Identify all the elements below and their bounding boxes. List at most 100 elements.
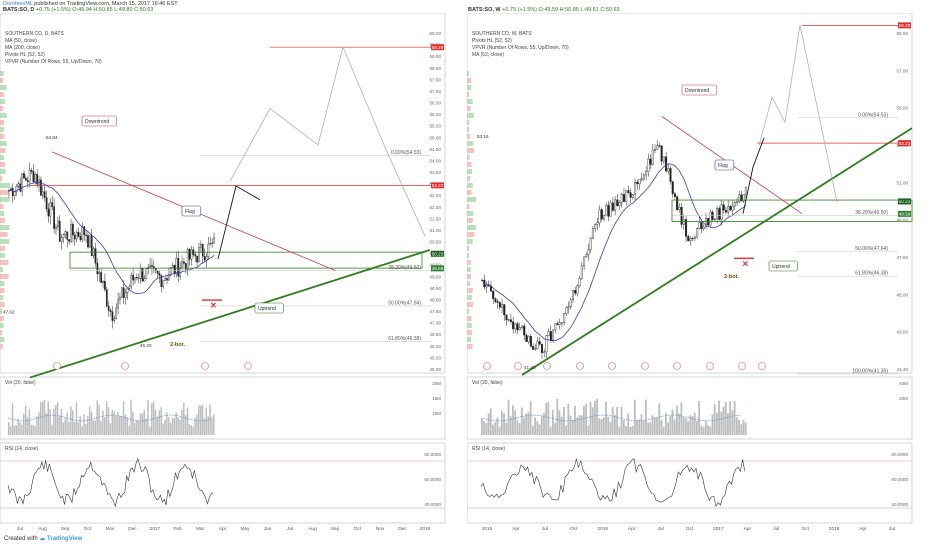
volume-bar (83, 414, 85, 435)
candle-body (34, 173, 37, 183)
volume-bar (85, 424, 87, 435)
candle-body (540, 344, 543, 353)
price-tick-label: 48.00 (430, 297, 442, 302)
candle-body (188, 249, 191, 260)
volume-bar (554, 423, 556, 435)
symbol-header-left: BATS:SO, D +0.75 (+1.5%) O:49.94 H:50.85… (3, 7, 153, 13)
candle-body (136, 277, 138, 279)
time-tick-label: Mar (196, 526, 205, 532)
volume-bar (682, 417, 685, 435)
created-with-text: Created with (4, 536, 38, 542)
candle-body (662, 156, 665, 162)
candle-body (594, 223, 597, 229)
candle-body (571, 290, 575, 301)
downtrend-callout-label: Downtrend (85, 119, 109, 125)
volume-bar (34, 426, 36, 435)
volume-bar (141, 413, 144, 435)
candle-body (671, 181, 674, 194)
tradingview-brand[interactable]: TradingView (47, 536, 83, 542)
candle-body (72, 224, 74, 236)
candle-body (647, 158, 650, 172)
price-tick-label: 56.50 (430, 101, 442, 106)
candle-body (693, 237, 696, 239)
candle-body (43, 191, 46, 199)
uptrend-line (521, 127, 913, 376)
volume-bar (514, 410, 517, 435)
candle-body (607, 205, 610, 217)
volume-ma-line (7, 414, 212, 422)
volume-bar (194, 418, 196, 435)
time-tick-label: Feb (173, 526, 182, 532)
time-tick-label: 2018 (829, 526, 840, 532)
volume-bar (481, 419, 483, 435)
volume-bar (26, 417, 29, 435)
volume-bar (9, 426, 12, 435)
price-tick-label: 55.00 (430, 135, 442, 140)
price-tick-label: 59.00 (897, 31, 909, 36)
earnings-marker-icon (244, 362, 252, 370)
candle-body (183, 261, 185, 264)
time-tick-label: Apr (859, 526, 867, 532)
price-tick-label: 52.50 (430, 193, 442, 198)
candle-body (96, 262, 99, 275)
vpvr-bar (467, 190, 472, 195)
price-tag-current-2 (431, 265, 444, 272)
volume-bar (162, 423, 164, 435)
price-tick-label: 51.00 (430, 228, 442, 233)
candle-body (589, 237, 592, 250)
vpvr-bar (0, 239, 10, 244)
vpvr-bar (467, 183, 473, 188)
vpvr-bar (467, 295, 472, 300)
volume-bar (709, 426, 712, 435)
vpvr-bar (467, 106, 471, 111)
volume-bar (487, 413, 490, 435)
volume-bar (696, 420, 698, 435)
rsi-label: RSI (14, close) (5, 446, 38, 452)
price-tick-label: 45.00 (430, 367, 442, 372)
earnings-marker-icon (738, 362, 746, 370)
time-tick-label: Apr (744, 526, 752, 532)
volume-bar (518, 423, 521, 435)
volume-bar (56, 402, 59, 435)
volume-bar (744, 422, 747, 435)
candle-body (41, 191, 44, 196)
vpvr-bar (0, 141, 7, 146)
candle-body (60, 237, 63, 242)
volume-bar (143, 409, 145, 435)
candle-body (558, 322, 561, 325)
candle-body (36, 173, 39, 185)
candle-body (685, 219, 688, 237)
volume-bar (558, 410, 561, 435)
vpvr-bar (467, 85, 472, 90)
legend-item: Pivots HL (52, 52) (472, 38, 512, 44)
vpvr-bar (467, 330, 472, 335)
close-right: C:50.63 (600, 7, 620, 13)
candle-body (66, 231, 69, 240)
candle-body (554, 323, 557, 331)
time-tick-label: Oct (84, 526, 92, 532)
volume-bar (186, 407, 189, 435)
volume-bar (147, 400, 149, 435)
volume-bar (109, 423, 112, 435)
volume-bar (738, 419, 740, 435)
price-tick-label: 56.00 (430, 112, 442, 117)
vpvr-bar (0, 120, 5, 125)
vpvr-bar (0, 155, 4, 160)
earnings-marker-icon (758, 362, 766, 370)
volume-bar (51, 424, 53, 435)
time-tick-label: Jul (17, 526, 23, 532)
time-tick-label: Apr (628, 526, 636, 532)
volume-bar (698, 401, 701, 435)
price-tick-label: 51.50 (430, 216, 442, 221)
tradingview-logo-icon: ☁ (39, 536, 46, 542)
fib-level-label: 0.00%(54.53) (858, 112, 888, 118)
publisher-link[interactable]: DorofeevML (3, 1, 33, 7)
price-tick-label: 60.00 (430, 31, 442, 36)
candle-body (603, 215, 606, 220)
volume-bar (673, 419, 676, 435)
vpvr-bar (467, 127, 470, 132)
price-tick-label: 49.00 (897, 218, 909, 223)
vpvr-bar (0, 344, 3, 349)
